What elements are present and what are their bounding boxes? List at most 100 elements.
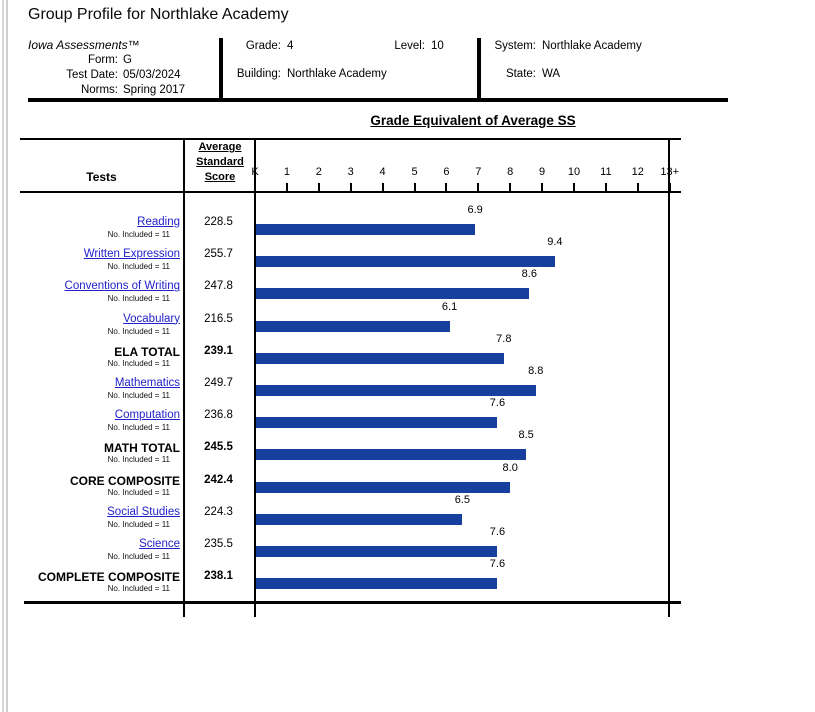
ge-value-label: 8.5 bbox=[518, 429, 534, 442]
no-included-label: No. Included = 11 bbox=[107, 487, 170, 497]
axis-tick-label: 9 bbox=[539, 166, 546, 178]
axis-tick-label: 10 bbox=[567, 166, 581, 178]
ge-value-label: 8.0 bbox=[502, 461, 518, 474]
axis-tick-label: 7 bbox=[475, 166, 482, 178]
ge-bar bbox=[256, 449, 527, 461]
no-included-label: No. Included = 11 bbox=[107, 423, 170, 433]
ge-value-label: 7.6 bbox=[489, 397, 506, 410]
test-link[interactable]: Reading bbox=[137, 216, 180, 228]
ge-bar bbox=[256, 288, 530, 300]
level-line: Level: 10 bbox=[375, 40, 444, 52]
avg-ss-value: 216.5 bbox=[204, 312, 233, 325]
test-link[interactable]: Social Studies bbox=[107, 505, 180, 518]
axis-tick-mark bbox=[509, 183, 512, 192]
test-link[interactable]: Mathematics bbox=[114, 377, 180, 389]
ge-bar bbox=[256, 224, 476, 235]
avg-ss-value: 249.7 bbox=[204, 377, 233, 389]
test-link[interactable]: Vocabulary bbox=[123, 312, 180, 325]
ge-value-label: 7.6 bbox=[489, 526, 506, 538]
building-line: Building: Northlake Academy bbox=[229, 68, 387, 80]
axis-tick-label: K bbox=[251, 166, 259, 178]
no-included-label: No. Included = 11 bbox=[107, 519, 170, 529]
ge-bar bbox=[256, 256, 555, 268]
form-value: G bbox=[123, 54, 132, 66]
axis-tick-mark bbox=[317, 183, 320, 192]
axis-tick-mark bbox=[604, 183, 607, 192]
avg-ss-value: 228.5 bbox=[204, 216, 233, 228]
axis-tick-mark bbox=[541, 183, 544, 192]
norms-line: Norms: Spring 2017 bbox=[28, 83, 218, 98]
no-included-label: No. Included = 11 bbox=[107, 455, 170, 465]
test-date-value: 05/03/2024 bbox=[123, 69, 181, 81]
ge-bar bbox=[256, 578, 498, 590]
axis-tick-label: 5 bbox=[411, 166, 418, 178]
chart-left-axis-line bbox=[254, 138, 256, 617]
axis-tick-mark bbox=[254, 183, 256, 192]
no-included-label: No. Included = 11 bbox=[107, 326, 170, 336]
grade-line: Grade: 4 bbox=[229, 40, 294, 52]
state-line: State: WA bbox=[490, 68, 560, 80]
system-value: Northlake Academy bbox=[542, 40, 642, 52]
form-line: Form: G bbox=[28, 53, 218, 68]
grade-value: 4 bbox=[287, 40, 294, 52]
test-total-label: ELA TOTAL bbox=[114, 344, 180, 359]
ge-bar bbox=[256, 513, 463, 525]
header-divider bbox=[477, 38, 481, 100]
test-link[interactable]: Written Expression bbox=[83, 248, 180, 261]
avg-ss-value: 242.4 bbox=[204, 473, 233, 486]
test-link[interactable]: Computation bbox=[114, 409, 180, 422]
avg-ss-value: 236.8 bbox=[204, 409, 233, 422]
axis-tick-mark bbox=[573, 183, 575, 192]
no-included-label: No. Included = 11 bbox=[107, 552, 170, 561]
chart-right-axis-line bbox=[668, 138, 670, 617]
no-included-label: No. Included = 11 bbox=[107, 584, 170, 594]
axis-tick-label: 3 bbox=[347, 166, 354, 178]
ge-bar bbox=[256, 546, 498, 557]
ge-bar bbox=[256, 352, 504, 364]
axis-tick-label: 1 bbox=[283, 166, 290, 178]
ge-value-label: 6.5 bbox=[454, 493, 470, 506]
avg-ss-value: 235.5 bbox=[204, 538, 233, 550]
axis-tick-mark bbox=[445, 183, 448, 192]
tests-column-header: Tests bbox=[86, 170, 117, 184]
ge-value-label: 7.6 bbox=[489, 558, 506, 571]
axis-tick-mark bbox=[636, 183, 639, 192]
form-label: Form: bbox=[87, 54, 118, 66]
axis-tick-mark bbox=[349, 183, 352, 192]
system-label: System: bbox=[494, 40, 536, 52]
axis-tick-label: 6 bbox=[443, 166, 450, 178]
norms-label: Norms: bbox=[80, 84, 118, 96]
ge-value-label: 7.8 bbox=[496, 332, 512, 345]
test-date-line: Test Date: 05/03/2024 bbox=[28, 68, 218, 83]
ge-value-label: 8.8 bbox=[528, 365, 544, 377]
header-rule bbox=[28, 98, 728, 102]
table-bottom-border bbox=[24, 601, 681, 604]
no-included-label: No. Included = 11 bbox=[107, 230, 170, 239]
axis-tick-label: 11 bbox=[600, 166, 612, 178]
level-value: 10 bbox=[431, 40, 444, 52]
test-total-label: CORE COMPOSITE bbox=[69, 473, 180, 488]
ge-bar bbox=[256, 417, 498, 429]
no-included-label: No. Included = 11 bbox=[107, 391, 170, 400]
avg-ss-value: 238.1 bbox=[204, 570, 233, 583]
ge-value-label: 9.4 bbox=[547, 236, 563, 249]
avg-ss-value: 255.7 bbox=[204, 248, 233, 261]
axis-tick-label: 8 bbox=[507, 166, 514, 178]
product-name: Iowa Assessments™ bbox=[28, 38, 140, 52]
ge-bar bbox=[256, 481, 511, 493]
axis-tick-mark bbox=[285, 183, 288, 192]
axis-tick-mark bbox=[477, 183, 480, 192]
test-link[interactable]: Conventions of Writing bbox=[64, 280, 180, 293]
page-title: Group Profile for Northlake Academy bbox=[28, 6, 289, 23]
test-date-label: Test Date: bbox=[66, 69, 118, 81]
test-total-label: MATH TOTAL bbox=[104, 441, 180, 456]
table-top-border bbox=[20, 138, 681, 140]
level-label: Level: bbox=[394, 40, 425, 52]
ge-bar bbox=[256, 385, 536, 396]
axis-tick-label: 13+ bbox=[660, 166, 680, 178]
ge-value-label: 6.1 bbox=[441, 300, 458, 313]
header-divider bbox=[219, 38, 223, 100]
test-link[interactable]: Science bbox=[139, 538, 180, 550]
norms-value: Spring 2017 bbox=[123, 84, 186, 96]
building-label: Building: bbox=[236, 68, 281, 80]
